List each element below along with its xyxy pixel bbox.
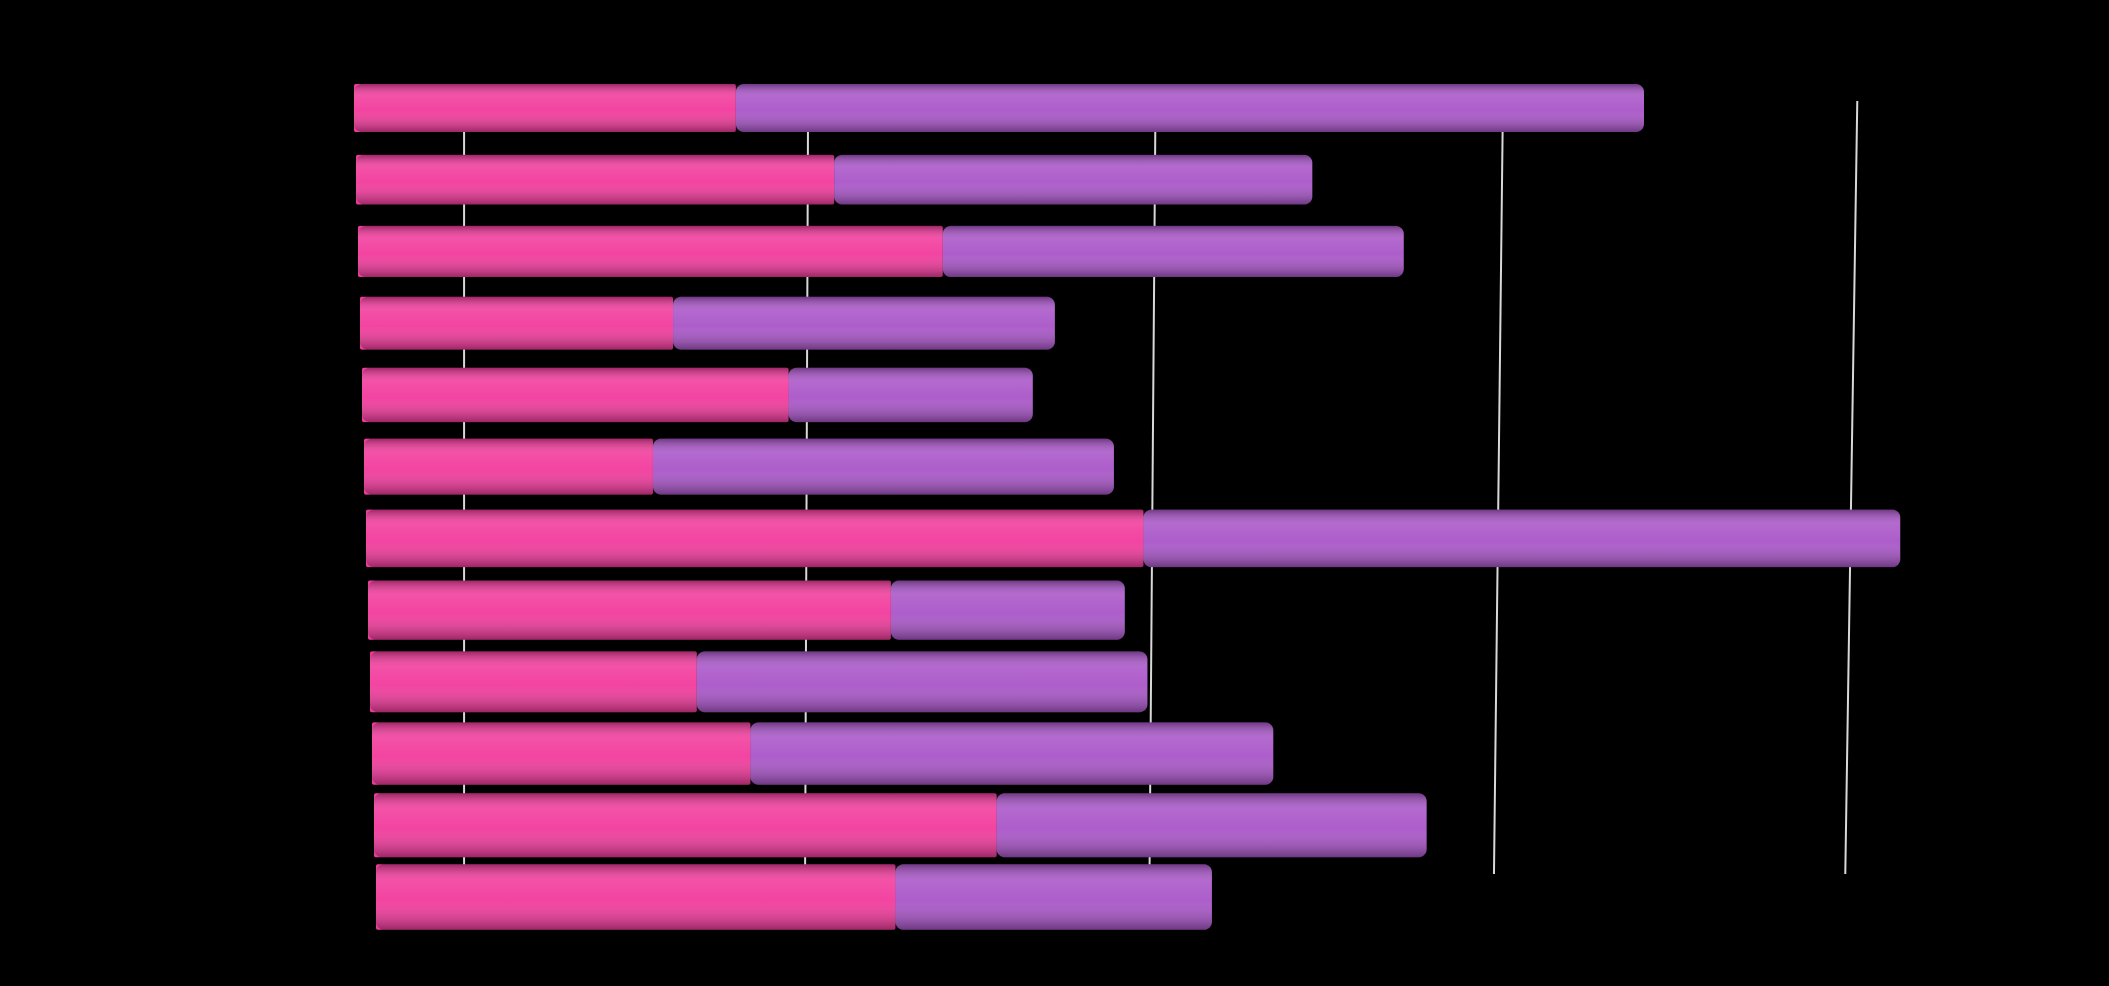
bar-segment [942, 225, 1404, 278]
bar-segment [652, 438, 1114, 495]
bar-segment [673, 296, 1055, 350]
bar-segment [895, 864, 1212, 930]
bar-segment [374, 793, 997, 858]
grid-line [1492, 100, 1504, 875]
bar-segment [750, 722, 1274, 785]
bar-segment [356, 154, 835, 205]
bar-segment [358, 225, 943, 278]
bar-segment [1143, 509, 1901, 568]
bar-segment [354, 84, 736, 132]
bar-segment [996, 793, 1427, 858]
bar-segment [362, 367, 789, 423]
bar-segment [364, 438, 653, 495]
bar-segment [368, 580, 891, 640]
bar-segment [372, 722, 751, 785]
bar-segment [360, 296, 674, 350]
bar-segment [735, 84, 1644, 132]
grid-line [1844, 100, 1859, 875]
bar-segment [376, 864, 896, 930]
bar-segment [696, 651, 1148, 713]
bar-segment [834, 154, 1313, 205]
bar-segment [788, 367, 1033, 423]
bar-segment [370, 651, 697, 713]
bar-segment [890, 580, 1125, 640]
bar-segment [366, 509, 1144, 568]
